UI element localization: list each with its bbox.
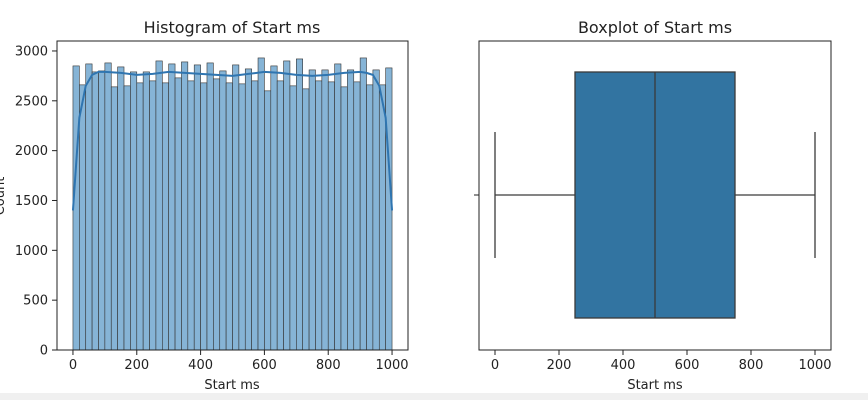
- histogram-bar: [296, 58, 303, 351]
- histogram-bar: [283, 60, 291, 351]
- histogram-bar: [130, 71, 138, 351]
- histogram-bar: [110, 86, 118, 351]
- histogram-bar: [276, 80, 284, 351]
- histogram-axes-frame: [56, 40, 409, 351]
- histogram-bar: [327, 81, 335, 351]
- histogram-bar: [213, 78, 221, 351]
- histogram-bar: [315, 80, 323, 351]
- histogram-bar: [168, 63, 176, 351]
- histogram-bar: [378, 84, 386, 351]
- histogram-bar: [149, 80, 157, 351]
- histogram-bar: [270, 65, 278, 351]
- histogram-x-tick-label: 200: [124, 358, 149, 373]
- boxplot-x-tick-label: 0: [491, 358, 499, 373]
- histogram-bar: [162, 82, 169, 351]
- histogram-y-tick-label: 500: [23, 294, 48, 309]
- histogram-bar: [321, 69, 329, 351]
- histogram-bar: [85, 63, 93, 351]
- histogram-bar: [353, 81, 361, 351]
- histogram-bar: [174, 77, 182, 351]
- boxplot-elements: [494, 71, 816, 319]
- boxplot-title: Boxplot of Start ms: [578, 18, 732, 37]
- histogram-bar: [104, 62, 112, 351]
- histogram-bar: [91, 71, 99, 351]
- histogram-bar: [123, 85, 131, 351]
- histogram-bar: [289, 85, 297, 351]
- histogram-bar: [136, 82, 144, 351]
- histogram-x-ticks: 0 200 400 600 800 1000: [69, 350, 409, 373]
- histogram-bar: [238, 83, 246, 351]
- histogram-bar: [225, 82, 233, 351]
- histogram-y-axis-label: Count: [0, 177, 8, 216]
- histogram-bar: [117, 66, 125, 351]
- histogram-bars: [72, 57, 393, 351]
- histogram-bar: [219, 70, 227, 351]
- histogram-y-tick-label: 2000: [15, 144, 48, 159]
- histogram-bar: [257, 57, 265, 351]
- boxplot-panel: Boxplot of Start ms 0 200 400 600 800 1000 St…: [474, 18, 832, 393]
- histogram-bar: [206, 62, 214, 351]
- boxplot-x-axis-label: Start ms: [627, 378, 683, 393]
- histogram-kde-line: [71, 70, 394, 211]
- boxplot-x-tick-label: 200: [547, 358, 572, 373]
- histogram-bar: [334, 63, 342, 351]
- histogram-bar: [142, 71, 150, 351]
- histogram-bar: [251, 80, 259, 351]
- histogram-bar: [308, 69, 316, 351]
- histogram-y-tick-label: 1500: [15, 194, 48, 209]
- bottom-strip: [0, 393, 868, 400]
- histogram-bar: [372, 69, 380, 351]
- histogram-bar: [98, 70, 106, 351]
- histogram-x-tick-label: 400: [188, 358, 213, 373]
- histogram-bar: [340, 86, 348, 351]
- histogram-bar: [264, 90, 272, 351]
- histogram-bar: [359, 57, 367, 351]
- histogram-bar: [79, 84, 87, 351]
- histogram-bar: [232, 64, 240, 351]
- histogram-bar: [181, 61, 189, 351]
- histogram-title: Histogram of Start ms: [144, 18, 321, 37]
- histogram-x-tick-label: 600: [252, 358, 277, 373]
- histogram-bar: [200, 82, 208, 351]
- histogram-y-ticks: 0 500 1000 1500 2000 2500 3000: [15, 44, 57, 359]
- histogram-bar: [187, 80, 195, 351]
- histogram-x-tick-label: 0: [69, 358, 77, 373]
- boxplot-x-tick-label: 1000: [798, 358, 831, 373]
- histogram-y-tick-label: 2500: [15, 94, 48, 109]
- histogram-bar: [193, 64, 201, 351]
- boxplot-x-tick-label: 400: [611, 358, 636, 373]
- histogram-panel: Histogram of Start ms 0 200 400 600 800 1000 …: [0, 18, 409, 393]
- boxplot-x-ticks: 0 200 400 600 800 1000: [491, 350, 832, 373]
- histogram-bar: [155, 60, 163, 351]
- histogram-bar: [366, 84, 374, 351]
- histogram-y-tick-label: 1000: [15, 244, 48, 259]
- boxplot-x-tick-label: 800: [739, 358, 764, 373]
- histogram-y-tick-label: 0: [40, 344, 48, 359]
- boxplot-x-tick-label: 600: [675, 358, 700, 373]
- histogram-y-tick-label: 3000: [15, 44, 48, 59]
- histogram-bar: [302, 88, 310, 351]
- histogram-bar: [244, 68, 252, 351]
- histogram-x-tick-label: 800: [316, 358, 341, 373]
- histogram-x-tick-label: 1000: [375, 358, 408, 373]
- histogram-x-axis-label: Start ms: [204, 378, 260, 393]
- histogram-bar: [347, 69, 355, 351]
